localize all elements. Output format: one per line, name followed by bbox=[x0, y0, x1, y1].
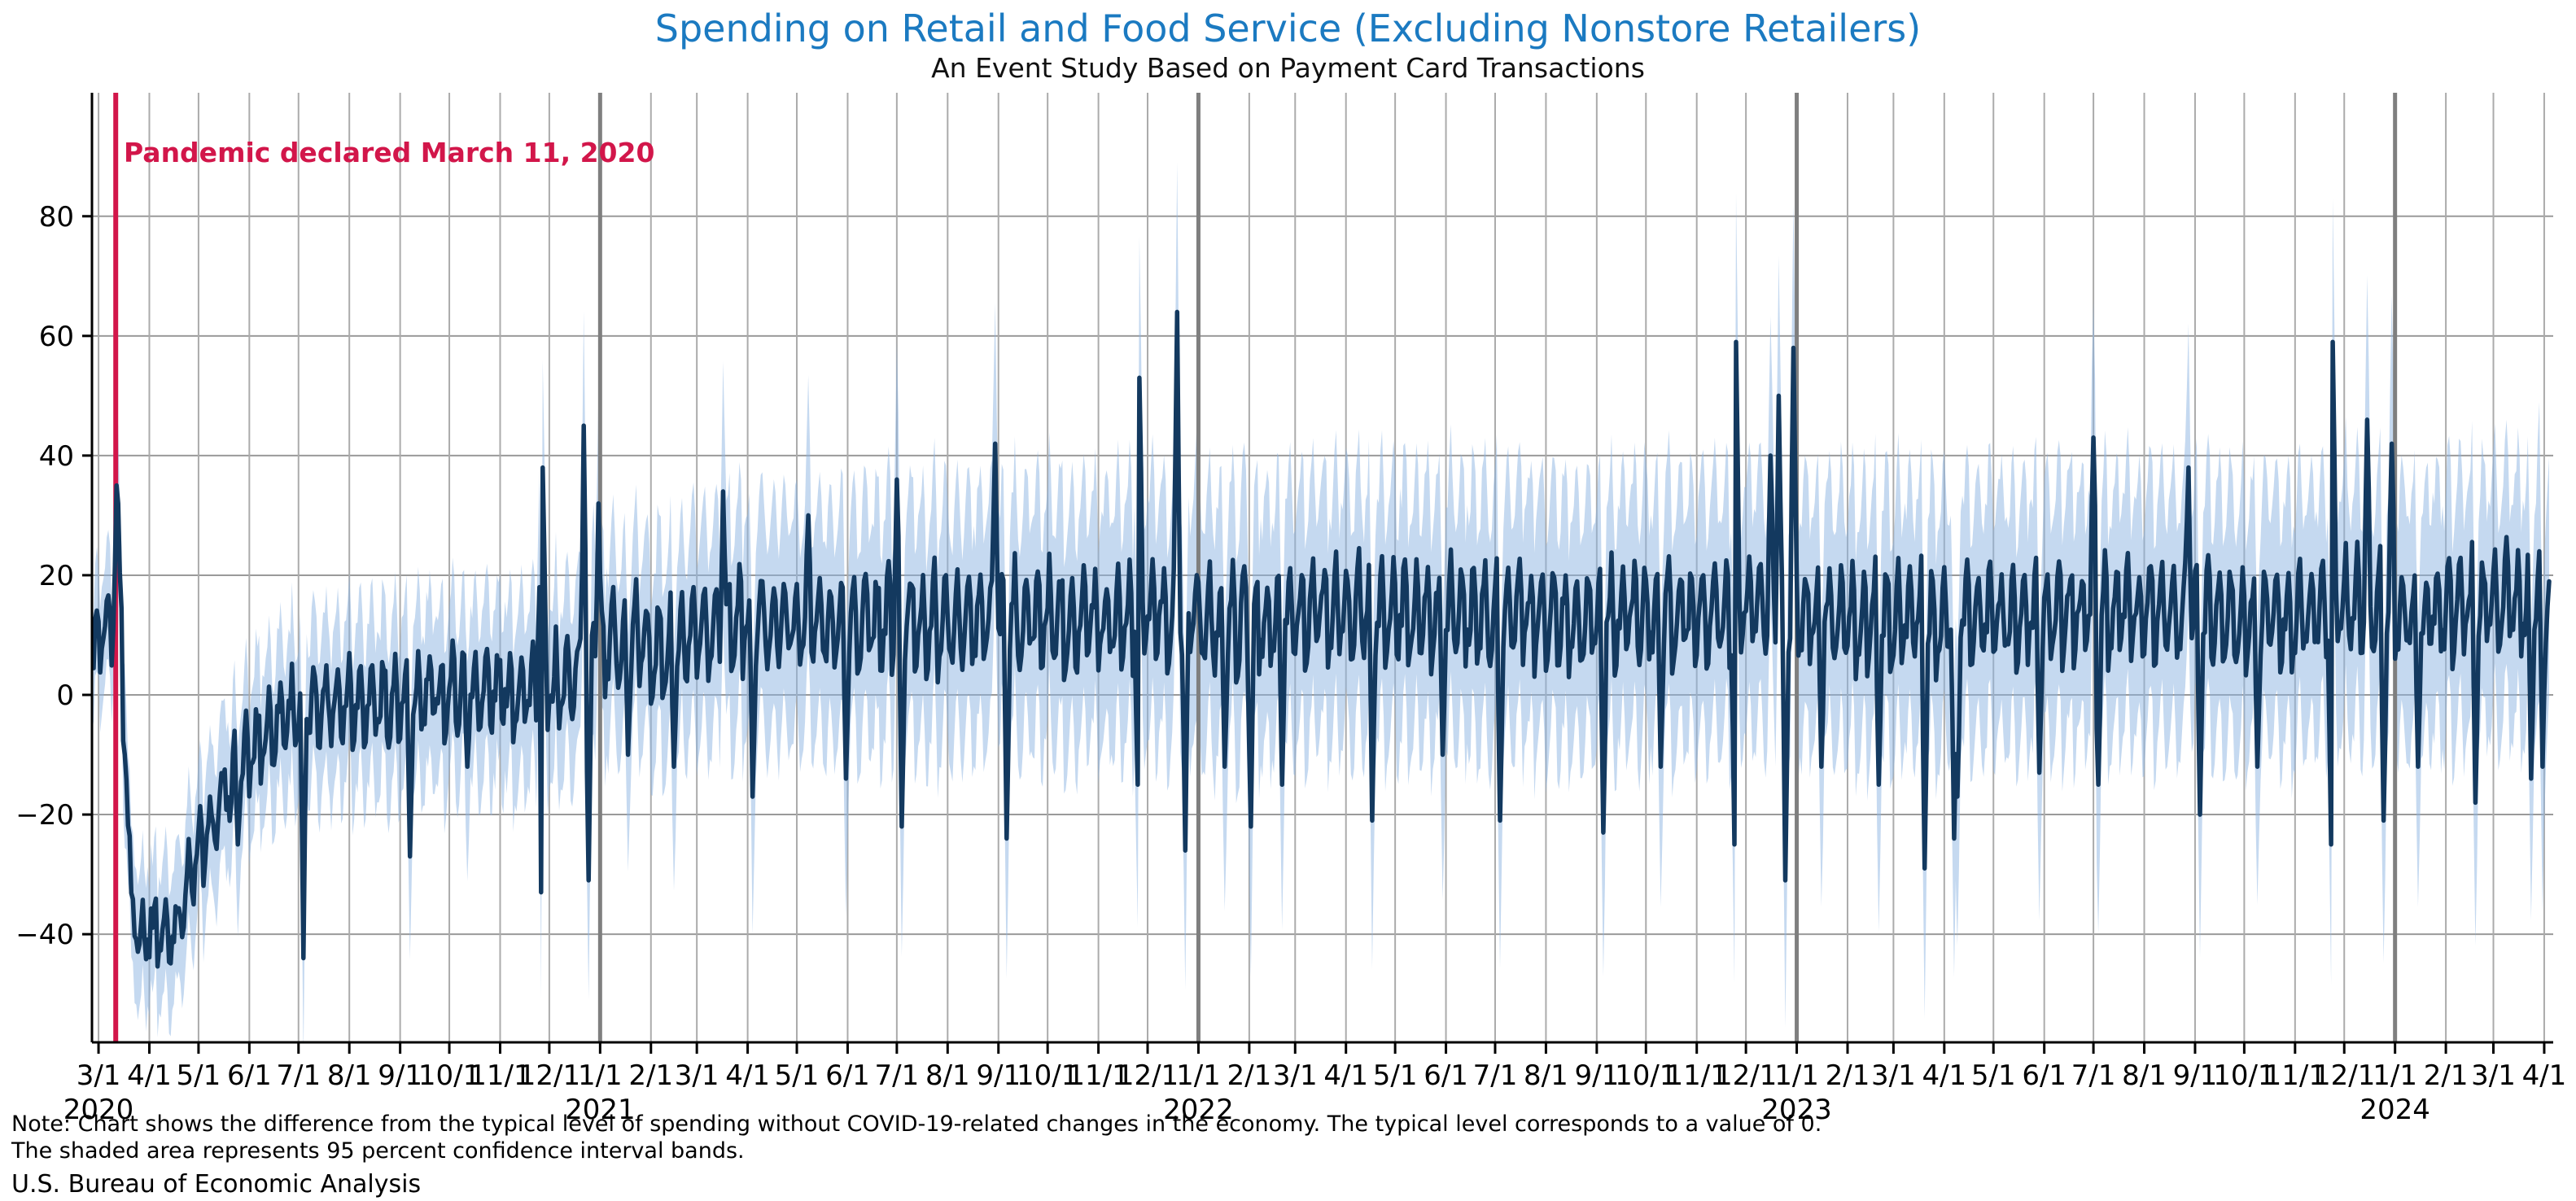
x-tick-label: 8/1 bbox=[925, 1059, 970, 1092]
source-attribution: U.S. Bureau of Economic Analysis bbox=[11, 1170, 422, 1199]
x-tick-label: 7/1 bbox=[1473, 1059, 1518, 1092]
x-tick-label: 9/1 bbox=[976, 1059, 1021, 1092]
x-tick-label: 1/1 bbox=[2373, 1059, 2417, 1092]
x-year-label: 2024 bbox=[2360, 1094, 2430, 1126]
x-tick-label: 1/1 bbox=[578, 1059, 623, 1092]
x-year-label: 2023 bbox=[1761, 1094, 1832, 1126]
x-tick-label: 9/1 bbox=[1574, 1059, 1619, 1092]
x-tick-label: 2/1 bbox=[2424, 1059, 2469, 1092]
x-tick-label: 11/1 bbox=[469, 1059, 531, 1092]
x-tick-label: 6/1 bbox=[1424, 1059, 1468, 1092]
x-tick-label: 2/1 bbox=[1227, 1059, 1272, 1092]
x-tick-label: 5/1 bbox=[1971, 1059, 2016, 1092]
x-tick-label: 12/1 bbox=[1715, 1059, 1777, 1092]
x-tick-label: 4/1 bbox=[2522, 1059, 2567, 1092]
x-tick-label: 6/1 bbox=[825, 1059, 870, 1092]
x-tick-label: 9/1 bbox=[378, 1059, 422, 1092]
x-tick-label: 6/1 bbox=[227, 1059, 272, 1092]
y-tick-label: 20 bbox=[39, 560, 74, 592]
y-tick-label: 80 bbox=[39, 201, 74, 234]
x-tick-label: 4/1 bbox=[1323, 1059, 1368, 1092]
footnote: Note: Chart shows the difference from th… bbox=[11, 1111, 1822, 1165]
x-tick-label: 5/1 bbox=[1373, 1059, 1418, 1092]
x-tick-label: 4/1 bbox=[127, 1059, 172, 1092]
x-tick-label: 7/1 bbox=[875, 1059, 920, 1092]
y-tick-label: −20 bbox=[15, 799, 74, 832]
x-tick-label: 3/1 bbox=[77, 1059, 121, 1092]
x-tick-label: 2/1 bbox=[628, 1059, 673, 1092]
y-tick-label: 40 bbox=[39, 440, 74, 473]
x-year-label: 2021 bbox=[565, 1094, 636, 1126]
y-tick-label: 0 bbox=[56, 679, 74, 712]
x-tick-label: 8/1 bbox=[2122, 1059, 2167, 1092]
x-tick-label: 1/1 bbox=[1176, 1059, 1221, 1092]
x-tick-label: 12/1 bbox=[1117, 1059, 1179, 1092]
x-tick-label: 1/1 bbox=[1774, 1059, 1819, 1092]
x-tick-label: 10/1 bbox=[1017, 1059, 1078, 1092]
x-tick-label: 4/1 bbox=[725, 1059, 770, 1092]
x-year-label: 2022 bbox=[1163, 1094, 1234, 1126]
x-tick-label: 7/1 bbox=[2071, 1059, 2116, 1092]
footnote-line2: The shaded area represents 95 percent co… bbox=[11, 1138, 745, 1164]
x-tick-label: 10/1 bbox=[2213, 1059, 2275, 1092]
chart-title: Spending on Retail and Food Service (Exc… bbox=[654, 7, 1922, 50]
x-tick-label: 11/1 bbox=[2264, 1059, 2326, 1092]
x-tick-label: 11/1 bbox=[1067, 1059, 1129, 1092]
x-tick-label: 8/1 bbox=[327, 1059, 372, 1092]
y-tick-label: 60 bbox=[39, 321, 74, 353]
x-tick-label: 5/1 bbox=[775, 1059, 820, 1092]
x-tick-label: 7/1 bbox=[276, 1059, 321, 1092]
x-tick-label: 12/1 bbox=[2313, 1059, 2375, 1092]
chart-subtitle: An Event Study Based on Payment Card Tra… bbox=[931, 52, 1645, 84]
x-tick-label: 10/1 bbox=[1615, 1059, 1677, 1092]
x-tick-label: 5/1 bbox=[177, 1059, 221, 1092]
spending-line bbox=[92, 309, 2552, 969]
y-tick-label: −40 bbox=[15, 919, 74, 951]
x-tick-label: 12/1 bbox=[518, 1059, 580, 1092]
x-year-label: 2020 bbox=[63, 1094, 134, 1126]
pandemic-annotation: Pandemic declared March 11, 2020 bbox=[124, 137, 655, 168]
x-tick-label: 9/1 bbox=[2173, 1059, 2218, 1092]
x-tick-label: 3/1 bbox=[1273, 1059, 1318, 1092]
x-tick-label: 6/1 bbox=[2022, 1059, 2066, 1092]
x-tick-label: 11/1 bbox=[1666, 1059, 1728, 1092]
x-tick-label: 3/1 bbox=[1871, 1059, 1916, 1092]
x-tick-label: 2/1 bbox=[1826, 1059, 1870, 1092]
x-tick-label: 4/1 bbox=[1922, 1059, 1966, 1092]
x-tick-label: 3/1 bbox=[675, 1059, 719, 1092]
x-tick-label: 8/1 bbox=[1524, 1059, 1568, 1092]
footnote-line1: Note: Chart shows the difference from th… bbox=[11, 1111, 1822, 1137]
x-tick-label: 3/1 bbox=[2471, 1059, 2516, 1092]
x-tick-label: 10/1 bbox=[418, 1059, 480, 1092]
